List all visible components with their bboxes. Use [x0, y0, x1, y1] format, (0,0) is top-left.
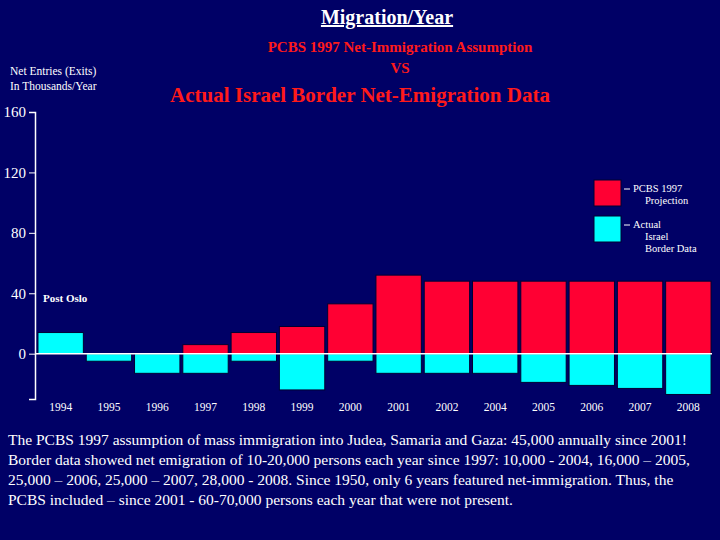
x-tick-label: 1999	[291, 401, 314, 413]
x-tick: 1995	[97, 401, 120, 413]
y-axis-label: In Thousands/Year	[10, 80, 97, 92]
legend-dash	[624, 189, 630, 190]
y-tick-mark	[29, 172, 35, 173]
bar	[376, 275, 421, 354]
y-tick: 160	[4, 104, 36, 120]
x-tick-label: 2000	[339, 401, 362, 413]
x-tick-label: 2002	[435, 401, 458, 413]
bar	[328, 304, 373, 354]
bar	[86, 354, 131, 362]
bar	[279, 354, 324, 390]
caption: The PCBS 1997 assumption of mass immigra…	[8, 430, 714, 510]
x-tick: 1994	[49, 401, 72, 413]
bar	[38, 333, 83, 354]
legend-swatch	[594, 180, 621, 206]
x-tick: 2000	[339, 401, 362, 413]
bar	[521, 354, 566, 383]
x-tick: 1998	[242, 401, 265, 413]
y-axis-line	[29, 113, 36, 400]
x-tick-label: 2005	[532, 401, 555, 413]
bar	[569, 354, 614, 386]
bar	[328, 354, 373, 362]
legend-label: PCBS 1997Projection	[633, 183, 689, 206]
x-tick: 2002	[435, 401, 458, 413]
title: Migration/Year	[321, 6, 453, 29]
y-tick-mark	[29, 354, 35, 355]
subtitle: Actual Israel Border Net-Emigration Data	[170, 83, 550, 107]
bar	[135, 354, 180, 374]
legend-dash	[624, 225, 630, 226]
x-tick-label: 2001	[387, 401, 410, 413]
y-tick-mark	[29, 293, 35, 294]
y-axis-label: Net Entries (Exits)	[10, 65, 96, 78]
x-tick-label: 1997	[194, 401, 217, 413]
bar	[231, 333, 276, 354]
x-tick: 2005	[532, 401, 555, 413]
bar	[183, 354, 228, 374]
bar	[617, 281, 662, 354]
x-axis: 1994 1995 1996 1997 1998 1999 2000 2001 2002 2004…	[49, 401, 700, 413]
subtitle: VS	[390, 60, 409, 76]
x-tick-label: 2008	[677, 401, 700, 413]
bar	[279, 326, 324, 353]
legend: PCBS 1997Projection ActualIsraelBorder Da…	[594, 180, 697, 254]
subtitle: PCBS 1997 Net-Immigration Assumption	[268, 39, 533, 55]
bar	[183, 345, 228, 354]
y-axis: 0 40 80 120 160	[4, 104, 36, 399]
bar	[569, 281, 614, 354]
y-tick: 40	[11, 286, 35, 302]
zero-line	[35, 353, 712, 355]
annotation: Post Oslo	[43, 292, 88, 304]
bar	[376, 354, 421, 374]
bar	[473, 281, 518, 354]
legend-swatch	[594, 216, 621, 242]
bars	[38, 275, 711, 394]
x-tick-label: 1995	[97, 401, 120, 413]
x-tick: 2001	[387, 401, 410, 413]
y-tick-label: 80	[11, 225, 26, 241]
bar	[231, 354, 276, 362]
x-tick-label: 2006	[580, 401, 603, 413]
bar	[666, 281, 711, 354]
legend-label: ActualIsraelBorder Data	[633, 219, 697, 254]
bar	[473, 354, 518, 374]
x-tick-label: 2004	[484, 401, 507, 413]
bar	[424, 354, 469, 374]
x-tick-label: 2007	[629, 401, 652, 413]
y-tick: 0	[19, 346, 36, 362]
x-tick: 1997	[194, 401, 217, 413]
y-tick-mark	[29, 233, 35, 234]
x-tick: 2004	[484, 401, 507, 413]
y-tick-label: 160	[4, 104, 27, 120]
bar	[521, 281, 566, 354]
x-tick-label: 1994	[49, 401, 72, 413]
y-tick: 120	[4, 165, 36, 181]
y-tick-label: 120	[4, 165, 27, 181]
x-tick-label: 1996	[146, 401, 169, 413]
bar	[617, 354, 662, 389]
x-tick-label: 1998	[242, 401, 265, 413]
y-tick-label: 40	[11, 286, 26, 302]
x-tick: 2006	[580, 401, 603, 413]
bar	[666, 354, 711, 395]
y-tick-mark	[29, 112, 35, 113]
x-tick: 2008	[677, 401, 700, 413]
x-tick: 2007	[629, 401, 652, 413]
x-tick: 1999	[291, 401, 314, 413]
y-tick: 80	[11, 225, 35, 241]
bar	[424, 281, 469, 354]
x-tick: 1996	[146, 401, 169, 413]
y-tick-label: 0	[19, 346, 27, 362]
